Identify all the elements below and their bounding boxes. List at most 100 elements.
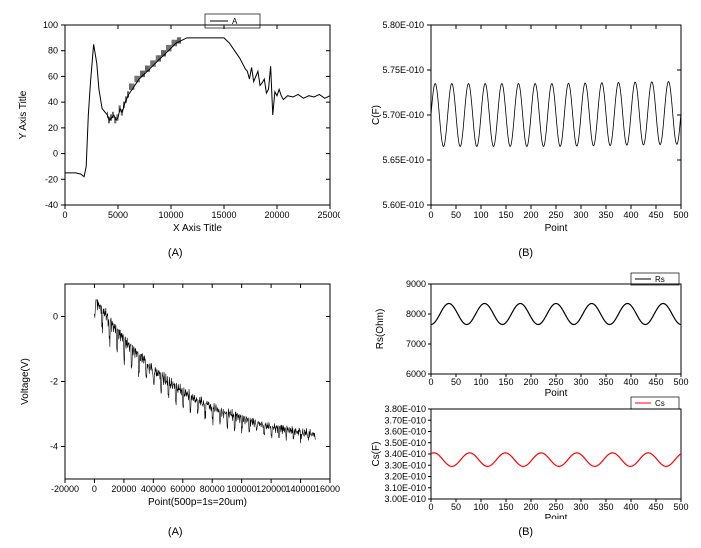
svg-text:Cs: Cs bbox=[655, 399, 665, 408]
caption-b1: (B) bbox=[361, 247, 692, 259]
svg-text:Point: Point bbox=[544, 223, 567, 234]
svg-text:350: 350 bbox=[598, 210, 613, 220]
svg-text:50: 50 bbox=[450, 377, 460, 387]
svg-text:100: 100 bbox=[473, 377, 488, 387]
svg-text:140000: 140000 bbox=[286, 484, 316, 494]
svg-text:60000: 60000 bbox=[170, 484, 195, 494]
svg-text:-20000: -20000 bbox=[51, 484, 79, 494]
svg-text:A: A bbox=[232, 17, 238, 26]
svg-text:Voltage(V): Voltage(V) bbox=[20, 358, 31, 405]
svg-text:5.70E-010: 5.70E-010 bbox=[382, 110, 424, 120]
chart-bottom-right: 0501001502002503003504004505006000700080… bbox=[361, 269, 692, 538]
svg-text:Point: Point bbox=[544, 388, 567, 399]
svg-text:80: 80 bbox=[48, 46, 58, 56]
svg-text:-20: -20 bbox=[45, 174, 58, 184]
chart-top-right: 0501001502002503003504004505005.60E-0105… bbox=[361, 10, 692, 259]
svg-text:500: 500 bbox=[673, 377, 688, 387]
svg-text:Point: Point bbox=[544, 513, 567, 519]
svg-text:5.80E-010: 5.80E-010 bbox=[382, 20, 424, 30]
svg-text:40: 40 bbox=[48, 97, 58, 107]
svg-text:20000: 20000 bbox=[264, 210, 289, 220]
svg-text:-40: -40 bbox=[45, 200, 58, 210]
svg-text:450: 450 bbox=[648, 502, 663, 512]
svg-text:0: 0 bbox=[428, 377, 433, 387]
caption-b2: (B) bbox=[361, 526, 692, 538]
svg-text:Rs: Rs bbox=[655, 275, 665, 284]
svg-text:3.50E-010: 3.50E-010 bbox=[384, 438, 426, 448]
svg-text:0: 0 bbox=[428, 502, 433, 512]
svg-text:0: 0 bbox=[92, 484, 97, 494]
svg-text:5.65E-010: 5.65E-010 bbox=[382, 155, 424, 165]
svg-text:0: 0 bbox=[53, 149, 58, 159]
svg-text:3.30E-010: 3.30E-010 bbox=[384, 460, 426, 470]
svg-text:Y Axis Title: Y Axis Title bbox=[18, 90, 29, 139]
svg-text:50: 50 bbox=[450, 502, 460, 512]
svg-text:450: 450 bbox=[648, 377, 663, 387]
caption-a1: (A) bbox=[10, 247, 341, 259]
svg-text:3.00E-010: 3.00E-010 bbox=[384, 494, 426, 504]
svg-text:160000: 160000 bbox=[315, 484, 340, 494]
svg-text:8000: 8000 bbox=[405, 309, 425, 319]
svg-text:9000: 9000 bbox=[405, 279, 425, 289]
svg-text:100000: 100000 bbox=[227, 484, 257, 494]
svg-text:Point(500p=1s=20um): Point(500p=1s=20um) bbox=[148, 497, 247, 508]
svg-text:300: 300 bbox=[573, 502, 588, 512]
svg-text:40000: 40000 bbox=[141, 484, 166, 494]
svg-text:250: 250 bbox=[548, 502, 563, 512]
svg-text:0: 0 bbox=[53, 312, 58, 322]
svg-text:60: 60 bbox=[48, 71, 58, 81]
svg-text:6000: 6000 bbox=[405, 369, 425, 379]
svg-text:350: 350 bbox=[598, 502, 613, 512]
chart-svg-b2: 0501001502002503003504004505006000700080… bbox=[361, 269, 691, 519]
svg-text:400: 400 bbox=[623, 377, 638, 387]
svg-text:10000: 10000 bbox=[158, 210, 183, 220]
svg-text:Cs(F): Cs(F) bbox=[371, 442, 382, 467]
svg-text:C(F): C(F) bbox=[371, 105, 382, 125]
svg-text:450: 450 bbox=[648, 210, 663, 220]
svg-text:250: 250 bbox=[548, 377, 563, 387]
chart-svg-a1: 0 5000 10000 15000 20000 25000 -40 -20 0 20 40 60 80… bbox=[10, 10, 340, 240]
svg-text:250: 250 bbox=[548, 210, 563, 220]
svg-text:80000: 80000 bbox=[200, 484, 225, 494]
svg-text:3.80E-010: 3.80E-010 bbox=[384, 404, 426, 414]
svg-text:15000: 15000 bbox=[211, 210, 236, 220]
svg-text:5000: 5000 bbox=[108, 210, 128, 220]
svg-text:100: 100 bbox=[473, 502, 488, 512]
svg-text:3.70E-010: 3.70E-010 bbox=[384, 415, 426, 425]
chart-top-left: 0 5000 10000 15000 20000 25000 -40 -20 0 20 40 60 80… bbox=[10, 10, 341, 259]
svg-text:7000: 7000 bbox=[405, 339, 425, 349]
svg-text:3.10E-010: 3.10E-010 bbox=[384, 483, 426, 493]
svg-text:0: 0 bbox=[62, 210, 67, 220]
svg-text:400: 400 bbox=[623, 210, 638, 220]
svg-text:50: 50 bbox=[450, 210, 460, 220]
svg-text:5.60E-010: 5.60E-010 bbox=[382, 200, 424, 210]
svg-text:20: 20 bbox=[48, 123, 58, 133]
svg-text:150: 150 bbox=[498, 377, 513, 387]
svg-text:500: 500 bbox=[673, 210, 688, 220]
caption-a2: (A) bbox=[10, 526, 341, 538]
svg-text:3.60E-010: 3.60E-010 bbox=[384, 427, 426, 437]
svg-text:Rs(Ohm): Rs(Ohm) bbox=[375, 309, 386, 350]
svg-text:200: 200 bbox=[523, 502, 538, 512]
svg-text:120000: 120000 bbox=[256, 484, 286, 494]
svg-text:X Axis Title: X Axis Title bbox=[173, 223, 222, 234]
svg-text:150: 150 bbox=[498, 210, 513, 220]
svg-text:350: 350 bbox=[598, 377, 613, 387]
chart-svg-b1: 0501001502002503003504004505005.60E-0105… bbox=[361, 10, 691, 240]
chart-bottom-left: -200000200004000060000800001000001200001… bbox=[10, 269, 341, 538]
svg-text:3.20E-010: 3.20E-010 bbox=[384, 472, 426, 482]
svg-text:100: 100 bbox=[473, 210, 488, 220]
svg-text:25000: 25000 bbox=[317, 210, 340, 220]
svg-text:-4: -4 bbox=[50, 442, 58, 452]
chart-svg-a2: -200000200004000060000800001000001200001… bbox=[10, 269, 340, 519]
svg-text:100: 100 bbox=[43, 20, 58, 30]
svg-text:20000: 20000 bbox=[111, 484, 136, 494]
svg-text:-2: -2 bbox=[50, 377, 58, 387]
svg-text:300: 300 bbox=[573, 377, 588, 387]
svg-text:400: 400 bbox=[623, 502, 638, 512]
svg-text:3.40E-010: 3.40E-010 bbox=[384, 449, 426, 459]
svg-text:200: 200 bbox=[523, 210, 538, 220]
svg-text:300: 300 bbox=[573, 210, 588, 220]
svg-text:5.75E-010: 5.75E-010 bbox=[382, 65, 424, 75]
svg-text:200: 200 bbox=[523, 377, 538, 387]
